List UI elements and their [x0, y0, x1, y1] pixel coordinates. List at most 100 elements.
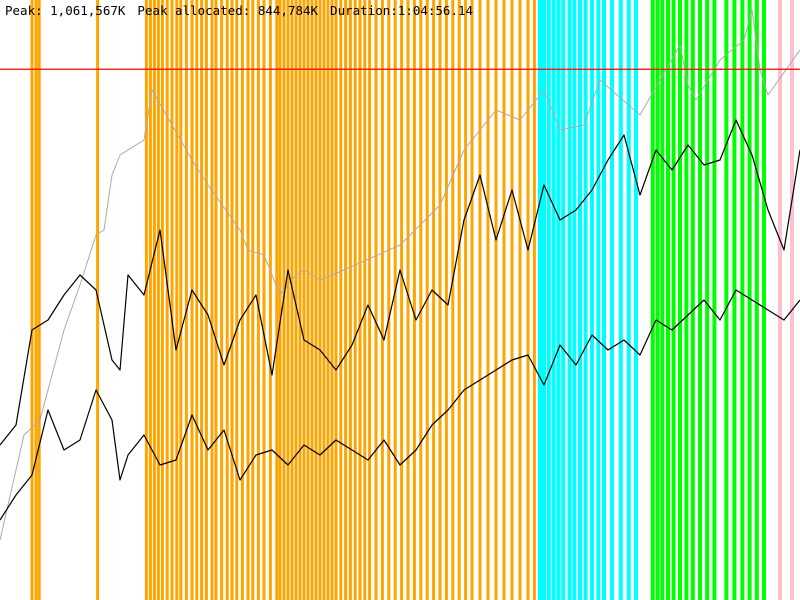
gc-event-band-gc-scavenge	[275, 0, 279, 600]
gc-event-band-gc-mark-compact	[602, 0, 606, 600]
gc-event-band-gc-scavenge	[286, 0, 290, 600]
gc-event-band-gc-scavenge	[464, 0, 468, 600]
heap-used-upper-line	[0, 119, 800, 446]
gc-event-band-gc-scavenge	[170, 0, 174, 600]
gc-event-band-gc-scavenge	[195, 0, 199, 600]
gc-event-band-gc-scavenge	[339, 0, 343, 600]
gc-event-band-gc-scavenge	[318, 0, 322, 600]
peak-allocated-label: Peak allocated: 844,784K	[137, 3, 319, 18]
gc-event-band-gc-full	[712, 0, 717, 600]
gc-event-band-gc-scavenge	[532, 0, 536, 600]
gc-event-band-gc-scavenge	[225, 0, 229, 600]
gc-event-band-gc-mark-compact	[590, 0, 594, 600]
gc-event-band-gc-scavenge	[412, 0, 416, 600]
gc-event-band-gc-full	[732, 0, 737, 600]
gc-event-band-gc-mark-compact	[567, 0, 572, 600]
gc-event-band-gc-other	[778, 0, 782, 600]
gc-event-band-gc-scavenge	[444, 0, 448, 600]
gc-event-band-gc-full	[762, 0, 766, 600]
gc-event-band-gc-scavenge	[184, 0, 188, 600]
gc-event-band-gc-scavenge	[494, 0, 498, 600]
gc-event-band-gc-scavenge	[148, 0, 152, 600]
duration-label: Duration:1:04:56.14	[330, 3, 474, 18]
gc-event-band-gc-full	[678, 0, 682, 600]
gc-event-band-gc-scavenge	[302, 0, 306, 600]
gc-event-band-gc-scavenge	[235, 0, 239, 600]
gc-event-band-gc-scavenge	[406, 0, 410, 600]
gc-event-band-gc-scavenge	[419, 0, 423, 600]
gc-event-band-gc-scavenge	[344, 0, 348, 600]
gc-event-band-gc-mark-compact	[551, 0, 556, 600]
gc-event-band-gc-scavenge	[34, 0, 38, 600]
gc-event-band-gc-scavenge	[290, 0, 294, 600]
gc-event-band-gc-scavenge	[387, 0, 391, 600]
gc-event-band-gc-scavenge	[438, 0, 442, 600]
gc-event-band-gc-full	[698, 0, 702, 600]
peak-label: Peak: 1,061,567K	[5, 3, 126, 18]
gc-event-band-gc-scavenge	[314, 0, 318, 600]
gc-event-band-gc-scavenge	[179, 0, 183, 600]
gc-event-band-gc-mark-compact	[538, 0, 542, 600]
gc-event-band-gc-scavenge	[214, 0, 218, 600]
gc-event-band-gc-full	[747, 0, 752, 600]
gc-event-band-gc-scavenge	[200, 0, 204, 600]
gc-event-band-gc-scavenge	[256, 0, 260, 600]
gc-event-band-gc-mark-compact	[546, 0, 551, 600]
gc-event-band-gc-scavenge	[326, 0, 330, 600]
gc-event-band-gc-scavenge	[502, 0, 506, 600]
gc-event-band-gc-full	[655, 0, 660, 600]
heap-size-line	[0, 9, 800, 541]
gc-event-band-gc-scavenge	[393, 0, 397, 600]
gc-event-band-gc-scavenge	[348, 0, 352, 600]
gc-event-band-gc-mark-compact	[618, 0, 623, 600]
gc-event-band-gc-scavenge	[220, 0, 224, 600]
gc-event-band-gc-full	[705, 0, 710, 600]
gc-event-band-gc-mark-compact	[542, 0, 546, 600]
gc-event-band-gc-scavenge	[457, 0, 461, 600]
gc-event-band-gc-mark-compact	[634, 0, 638, 600]
gc-event-band-gc-scavenge	[374, 0, 378, 600]
gc-event-band-gc-scavenge	[190, 0, 194, 600]
gc-event-band-gc-mark-compact	[561, 0, 566, 600]
gc-event-band-gc-mark-compact	[583, 0, 588, 600]
gc-event-band-gc-scavenge	[37, 0, 41, 600]
gc-event-band-gc-scavenge	[330, 0, 334, 600]
gc-event-band-gc-scavenge	[353, 0, 357, 600]
heap-used-lower-line	[0, 289, 800, 521]
gc-event-band-gc-scavenge	[156, 0, 160, 600]
gc-event-band-gc-scavenge	[432, 0, 436, 600]
gc-event-band-gc-full	[754, 0, 759, 600]
gc-event-band-gc-scavenge	[298, 0, 302, 600]
gc-event-band-gc-full	[684, 0, 689, 600]
gc-event-band-gc-mark-compact	[626, 0, 631, 600]
gc-event-band-gc-scavenge	[306, 0, 310, 600]
gc-event-band-gc-scavenge	[230, 0, 234, 600]
gc-event-band-gc-mark-compact	[556, 0, 561, 600]
gc-event-band-gc-full	[740, 0, 745, 600]
gc-event-band-gc-scavenge	[152, 0, 156, 600]
gc-event-band-gc-scavenge	[478, 0, 482, 600]
gc-event-band-gc-scavenge	[160, 0, 164, 600]
gc-event-band-gc-other	[790, 0, 794, 600]
gc-event-band-gc-full	[660, 0, 665, 600]
gc-event-band-gc-scavenge	[294, 0, 298, 600]
gc-event-band-gc-scavenge	[363, 0, 367, 600]
gc-event-band-gc-mark-compact	[596, 0, 601, 600]
gc-event-band-gc-scavenge	[518, 0, 522, 600]
gc-event-band-gc-scavenge	[470, 0, 474, 600]
gc-event-band-gc-scavenge	[451, 0, 455, 600]
gc-event-band-gc-scavenge	[268, 0, 272, 600]
gc-event-band-gc-scavenge	[526, 0, 530, 600]
gc-event-band-gc-mark-compact	[610, 0, 614, 600]
gc-event-band-gc-scavenge	[175, 0, 179, 600]
series-lines	[0, 9, 800, 541]
gc-event-band-gc-scavenge	[310, 0, 314, 600]
gc-event-band-gc-mark-compact	[578, 0, 582, 600]
gc-event-band-gc-scavenge	[262, 0, 266, 600]
gc-event-band-gc-scavenge	[486, 0, 490, 600]
gc-event-band-gc-scavenge	[144, 0, 148, 600]
gc-event-band-gc-full	[724, 0, 729, 600]
gc-event-band-gc-scavenge	[334, 0, 338, 600]
gc-event-band-gc-scavenge	[204, 0, 208, 600]
gc-event-band-gc-scavenge	[358, 0, 362, 600]
